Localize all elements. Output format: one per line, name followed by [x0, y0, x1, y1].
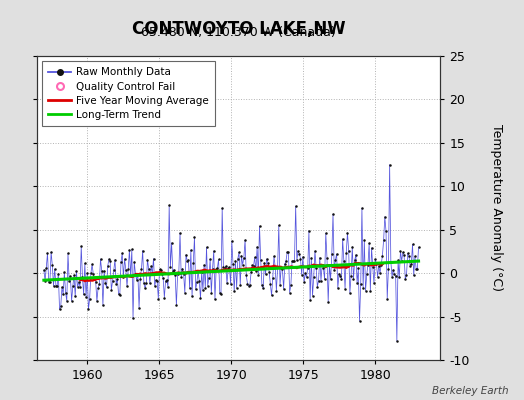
Y-axis label: Temperature Anomaly (°C): Temperature Anomaly (°C): [490, 124, 504, 292]
Title: CONTWOYTO LAKE,NW: CONTWOYTO LAKE,NW: [132, 20, 345, 38]
Text: 65.480 N, 110.370 W (Canada): 65.480 N, 110.370 W (Canada): [141, 26, 336, 39]
Text: Berkeley Earth: Berkeley Earth: [432, 386, 508, 396]
Legend: Raw Monthly Data, Quality Control Fail, Five Year Moving Average, Long-Term Tren: Raw Monthly Data, Quality Control Fail, …: [42, 61, 215, 126]
